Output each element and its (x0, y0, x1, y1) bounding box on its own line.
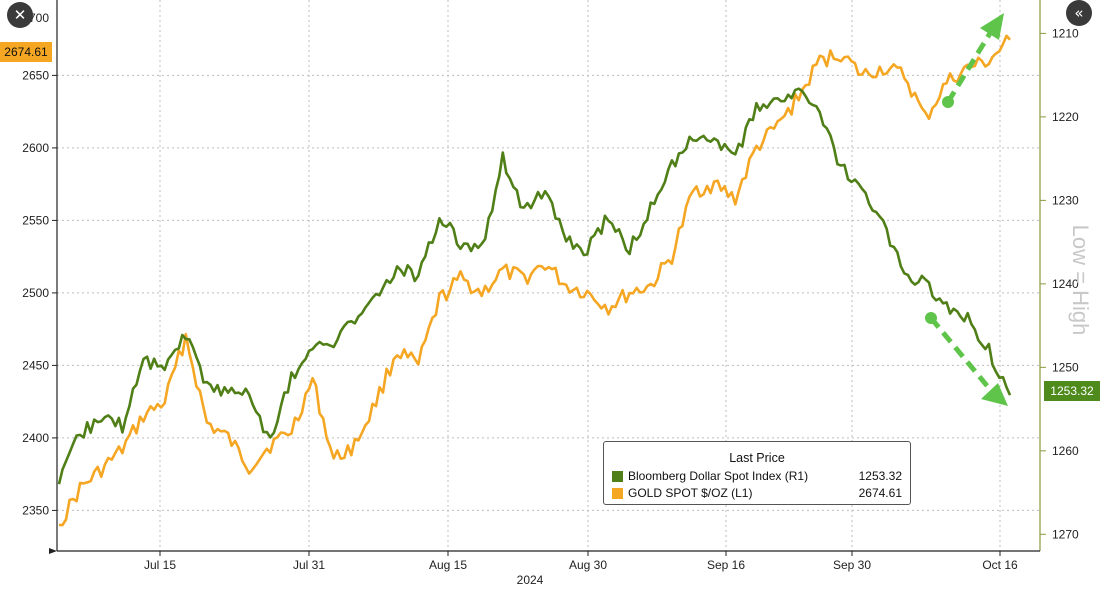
legend-name-dollar: Bloomberg Dollar Spot Index (R1) (628, 469, 809, 483)
legend-swatch-dollar (612, 470, 623, 482)
right-tick-label: 1240 (1052, 277, 1079, 291)
up-trend-arrow-dot (942, 96, 954, 108)
x-axis: Jul 15 Jul 31 Aug 15 Aug 30 Sep 16 Sep 30 Oct … (144, 551, 1018, 572)
legend-item-gold: GOLD SPOT $/OZ (L1) 2674.61 (612, 485, 902, 501)
gold-last-price: 2674.61 (4, 45, 48, 59)
gold-last-price-tag: 2674.61 (0, 42, 52, 62)
collapse-button[interactable]: « (1066, 0, 1092, 26)
legend-title: Last Price (729, 451, 785, 465)
left-tick-label: 2450 (22, 358, 49, 372)
year-label: 2024 (517, 573, 544, 587)
x-tick-label: Jul 31 (293, 558, 325, 572)
legend-value-dollar: 1253.32 (858, 469, 902, 483)
close-icon: ✕ (13, 6, 27, 24)
close-button[interactable]: ✕ (7, 2, 33, 28)
right-tick-label: 1210 (1052, 26, 1079, 40)
left-tick-label: 2600 (22, 141, 49, 155)
dollar-series-line (57, 87, 1012, 485)
gold-series-line (58, 34, 1011, 527)
left-tick-label: 2500 (22, 286, 49, 300)
left-tick-label: 2350 (22, 503, 49, 517)
right-tick-label: 1220 (1052, 110, 1079, 124)
trend-arrows (925, 13, 1008, 406)
series-lines (57, 34, 1012, 527)
dollar-last-price-tag: 1253.32 (1044, 381, 1100, 401)
legend-name-gold: GOLD SPOT $/OZ (L1) (628, 486, 753, 500)
left-tick-label: 2400 (22, 431, 49, 445)
chevrons-left-icon: « (1074, 4, 1084, 22)
down-trend-arrow-dot (925, 312, 937, 324)
right-tick-label: 1230 (1052, 193, 1079, 207)
up-trend-arrow-line (945, 28, 995, 104)
right-tick-label: 1250 (1052, 360, 1079, 374)
legend-value-gold: 2674.61 (858, 486, 902, 500)
legend: Last Price Bloomberg Dollar Spot Index (… (603, 441, 911, 505)
x-tick-label: Sep 16 (707, 558, 745, 572)
grid-lines (57, 0, 1040, 551)
legend-item-dollar: Bloomberg Dollar Spot Index (R1) 1253.32 (612, 468, 902, 484)
axes (49, 0, 1041, 554)
x-tick-label: Sep 30 (833, 558, 871, 572)
dollar-last-price: 1253.32 (1050, 384, 1094, 398)
legend-swatch-gold (612, 487, 623, 499)
low-equals-high-annotation: Low = High (1068, 224, 1093, 336)
right-tick-label: 1260 (1052, 444, 1079, 458)
left-tick-label: 2550 (22, 213, 49, 227)
down-trend-arrow-line (929, 316, 995, 395)
left-tick-label: 2650 (22, 68, 49, 82)
right-axis: 1210 1220 1230 1240 1250 1260 1270 (1040, 26, 1079, 541)
x-tick-label: Oct 16 (982, 558, 1018, 572)
axis-arrow-icon (49, 548, 57, 554)
up-arrow-icon (980, 13, 1004, 40)
x-tick-label: Jul 15 (144, 558, 176, 572)
down-arrow-icon (981, 383, 1008, 406)
right-tick-label: 1270 (1052, 527, 1079, 541)
x-tick-label: Aug 30 (569, 558, 607, 572)
x-tick-label: Aug 15 (429, 558, 467, 572)
